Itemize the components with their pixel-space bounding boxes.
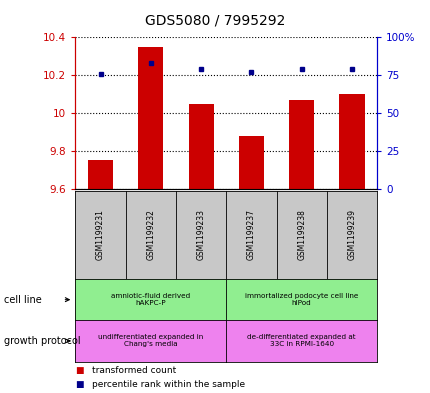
Bar bbox=[289, 100, 313, 189]
Text: GSM1199239: GSM1199239 bbox=[347, 209, 356, 260]
Text: percentile rank within the sample: percentile rank within the sample bbox=[92, 380, 244, 389]
Text: GSM1199233: GSM1199233 bbox=[196, 209, 205, 260]
Text: GSM1199237: GSM1199237 bbox=[246, 209, 255, 260]
Text: growth protocol: growth protocol bbox=[4, 336, 81, 346]
Text: GSM1199238: GSM1199238 bbox=[297, 209, 305, 260]
Bar bbox=[138, 47, 163, 189]
Text: de-differentiated expanded at
33C in RPMI-1640: de-differentiated expanded at 33C in RPM… bbox=[247, 334, 355, 347]
Bar bbox=[188, 103, 213, 189]
Text: transformed count: transformed count bbox=[92, 366, 175, 375]
Text: cell line: cell line bbox=[4, 295, 42, 305]
Text: GSM1199232: GSM1199232 bbox=[146, 209, 155, 260]
Bar bbox=[338, 94, 364, 189]
Text: GDS5080 / 7995292: GDS5080 / 7995292 bbox=[145, 14, 285, 28]
Text: undifferentiated expanded in
Chang's media: undifferentiated expanded in Chang's med… bbox=[98, 334, 203, 347]
Text: ■: ■ bbox=[75, 380, 84, 389]
Bar bbox=[88, 160, 113, 189]
Text: amniotic-fluid derived
hAKPC-P: amniotic-fluid derived hAKPC-P bbox=[111, 293, 190, 306]
Text: immortalized podocyte cell line
hIPod: immortalized podocyte cell line hIPod bbox=[244, 293, 358, 306]
Bar bbox=[238, 136, 263, 189]
Text: GSM1199231: GSM1199231 bbox=[96, 209, 105, 260]
Text: ■: ■ bbox=[75, 366, 84, 375]
